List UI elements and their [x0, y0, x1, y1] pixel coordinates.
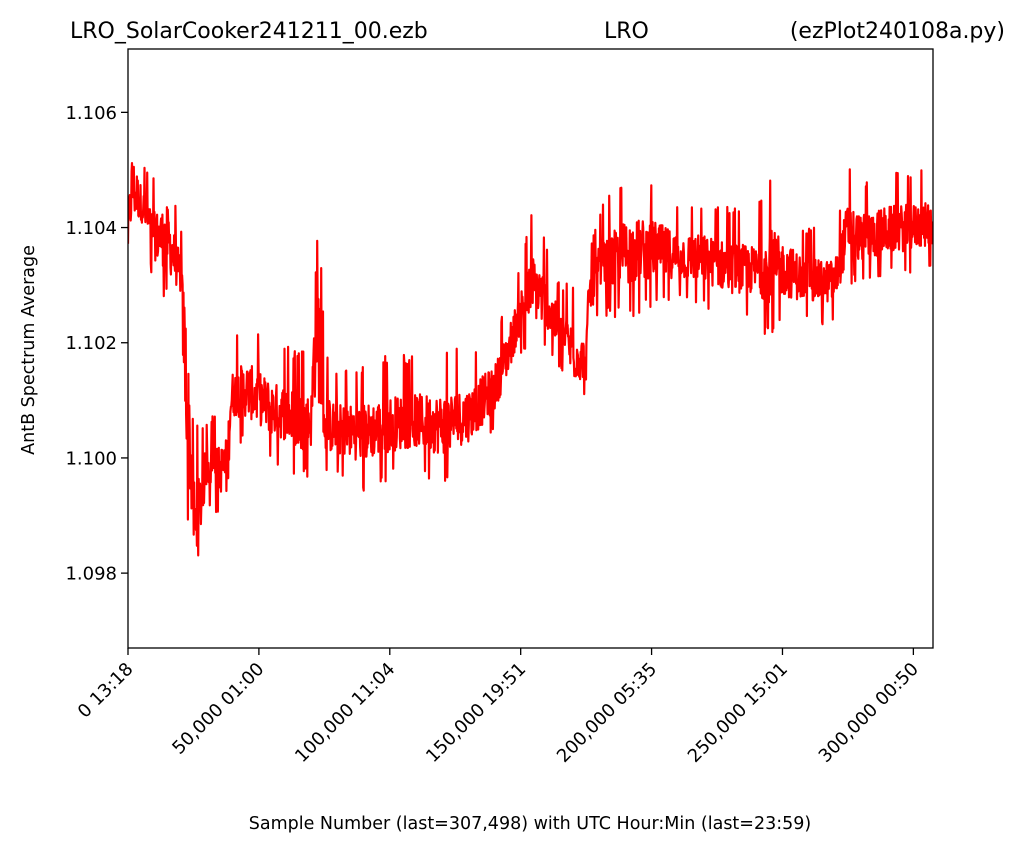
x-axis-label: Sample Number (last=307,498) with UTC Ho… [249, 814, 811, 834]
y-tick-label: 1.098 [65, 564, 117, 585]
y-axis: 1.098 1.100 1.102 1.104 1.106 [65, 103, 128, 585]
title-right: (ezPlot240108a.py) [790, 19, 1005, 44]
x-tick-label: 250,000 15:01 [684, 659, 792, 767]
x-tick-label: 50,000 01:00 [168, 659, 268, 759]
y-tick-label: 1.102 [65, 333, 117, 354]
y-tick-label: 1.100 [65, 448, 117, 469]
x-tick-label: 0 13:18 [74, 659, 138, 723]
title-left: LRO_SolarCooker241211_00.ezb [70, 19, 428, 44]
y-tick-label: 1.106 [65, 103, 117, 124]
series-line [128, 162, 933, 557]
x-tick-label: 150,000 19:51 [422, 659, 530, 767]
x-tick-label: 100,000 11:04 [291, 659, 399, 767]
plot-frame [127, 48, 934, 649]
title-center: LRO [604, 19, 649, 44]
x-tick-label: 300,000 00:50 [815, 659, 923, 767]
x-tick-label: 200,000 05:35 [553, 659, 661, 767]
plot-area [128, 162, 933, 557]
x-axis: 0 13:18 50,000 01:00 100,000 11:04 150,000 … [74, 648, 923, 767]
chart-titles: LRO_SolarCooker241211_00.ezb LRO (ezPlot… [70, 19, 1005, 44]
y-axis-label: AntB Spectrum Average [19, 245, 39, 455]
y-tick-label: 1.104 [65, 218, 117, 239]
